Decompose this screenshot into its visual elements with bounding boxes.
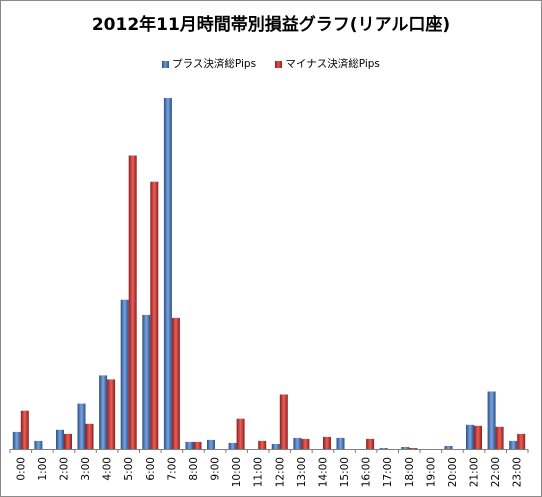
bar-minus-1000 <box>236 418 245 449</box>
x-tick-label: 21:00 <box>469 457 481 487</box>
chart-title: 2012年11月時間帯別損益グラフ(リアル口座) <box>91 15 451 35</box>
bar-minus-500 <box>128 155 137 449</box>
bar-minus-2100 <box>474 425 482 449</box>
x-tick-label: 14:00 <box>317 457 329 487</box>
bar-plus-2000 <box>444 446 453 449</box>
x-tick-label: 23:00 <box>512 457 524 487</box>
x-tick-label: 19:00 <box>425 457 437 487</box>
x-tick-label: 0:00 <box>15 457 27 481</box>
legend-swatch-plus <box>162 60 170 68</box>
bar-minus-1100 <box>258 440 267 449</box>
x-tick-label: 9:00 <box>210 457 222 481</box>
bar-plus-1800 <box>401 447 410 449</box>
x-tick-label: 11:00 <box>253 457 265 487</box>
bar-plus-300 <box>77 403 86 449</box>
bar-minus-2200 <box>495 426 504 449</box>
bar-plus-2100 <box>466 424 474 449</box>
bar-plus-700 <box>163 98 172 449</box>
chart-legend: プラス決済総Pips マイナス決済総Pips <box>1 56 541 71</box>
bar-plus-1700 <box>379 448 388 449</box>
bar-plus-2300 <box>509 440 518 449</box>
x-tick-label: 10:00 <box>231 457 243 487</box>
bar-minus-200 <box>64 433 72 449</box>
x-tick-label: 1:00 <box>37 457 49 481</box>
bar-minus-1400 <box>323 436 331 449</box>
x-tick-label: 18:00 <box>404 457 416 487</box>
bar-plus-800 <box>185 441 194 449</box>
x-tick-label: 17:00 <box>382 457 394 487</box>
bar-plus-500 <box>120 299 129 449</box>
bar-plus-2200 <box>487 391 496 449</box>
bar-minus-400 <box>107 379 116 449</box>
bar-minus-300 <box>85 423 94 449</box>
bar-minus-1800 <box>409 448 418 449</box>
x-tick-label: 6:00 <box>145 457 157 481</box>
x-tick-label: 8:00 <box>188 457 200 481</box>
legend-item-minus: マイナス決済総Pips <box>275 56 380 71</box>
x-tick-label: 7:00 <box>166 457 178 481</box>
x-tick-label: 4:00 <box>102 457 114 481</box>
bar-minus-2300 <box>517 433 526 449</box>
x-tick-label: 5:00 <box>123 457 135 481</box>
bar-plus-900 <box>207 439 215 449</box>
bar-plus-1000 <box>228 442 237 449</box>
bar-plus-100 <box>34 440 43 449</box>
x-tick-label: 20:00 <box>447 457 459 487</box>
legend-swatch-minus <box>275 60 283 68</box>
bar-plus-400 <box>99 375 108 449</box>
x-tick-label: 13:00 <box>296 457 308 487</box>
bar-minus-000 <box>20 410 29 449</box>
bar-plus-000 <box>12 431 21 449</box>
bar-minus-1600 <box>366 438 375 449</box>
legend-label-minus: マイナス決済総Pips <box>285 58 380 70</box>
x-tick-label: 22:00 <box>490 457 502 487</box>
bar-minus-600 <box>150 181 159 449</box>
bar-plus-200 <box>56 429 64 449</box>
bar-minus-800 <box>193 441 202 449</box>
legend-label-plus: プラス決済総Pips <box>172 58 257 70</box>
x-tick-label: 15:00 <box>339 457 351 487</box>
bar-plus-600 <box>142 314 151 449</box>
bar-plus-1200 <box>271 444 280 449</box>
bar-minus-1200 <box>279 394 288 449</box>
x-tick-label: 12:00 <box>274 457 286 487</box>
bar-minus-1300 <box>301 438 310 449</box>
x-tick-label: 16:00 <box>361 457 373 487</box>
bar-plus-1500 <box>336 437 345 449</box>
x-tick-label: 2:00 <box>58 457 70 481</box>
bar-minus-700 <box>171 317 180 449</box>
bar-plus-1300 <box>293 437 302 449</box>
x-tick-label: 3:00 <box>80 457 92 481</box>
legend-item-plus: プラス決済総Pips <box>162 56 256 71</box>
